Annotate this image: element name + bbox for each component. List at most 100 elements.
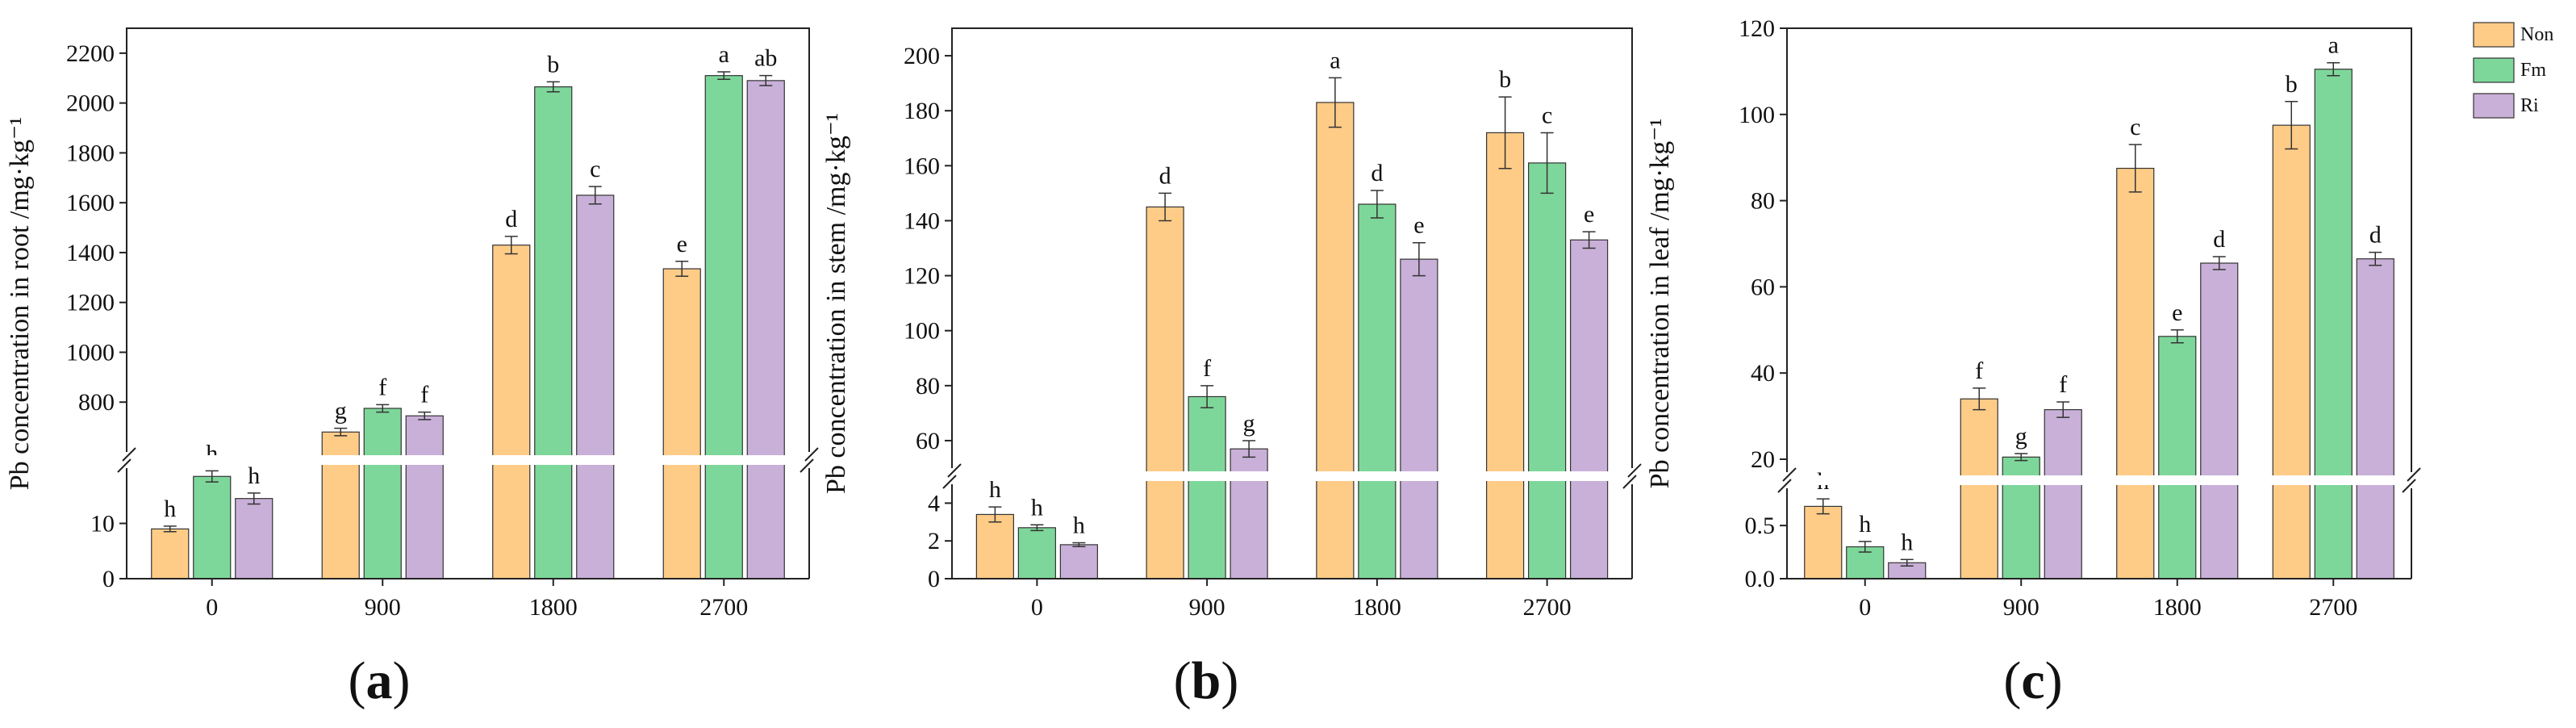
significance-letter: c (2130, 114, 2140, 140)
significance-letter: d (1159, 162, 1171, 189)
bar-ri-1800 (576, 195, 615, 579)
panel-label: (a) (349, 651, 411, 710)
x-tick-label: 2700 (1523, 594, 1572, 621)
axis-break-mark-left (117, 447, 136, 473)
error-bar-non-1800 (504, 236, 518, 255)
axis-break-mark-right (2402, 467, 2421, 493)
panel-label-close: ) (1221, 651, 1238, 710)
error-bar-fm-1800 (2170, 329, 2184, 344)
bar-non-1800 (492, 245, 531, 579)
plot-frame (951, 27, 1633, 579)
significance-letter: d (1371, 160, 1383, 186)
panel-label-letter: c (2021, 651, 2044, 710)
bar-non-2700 (2272, 124, 2311, 579)
error-bar-fm-900 (2014, 453, 2028, 462)
bar-non-900 (1146, 206, 1184, 579)
bar-fm-1800 (2158, 336, 2197, 579)
y-tick-label: 200 (904, 43, 940, 69)
significance-letter: e (1584, 201, 1594, 228)
error-bar-non-0 (163, 525, 177, 533)
legend-swatch-fm (2473, 57, 2515, 83)
x-tick-label: 2700 (2309, 594, 2357, 621)
axis-break-band (1788, 475, 2411, 485)
bar-non-0 (975, 513, 1014, 579)
error-bar-ri-2700 (1582, 231, 1596, 249)
significance-letter: g (2015, 423, 2027, 450)
significance-letter: h (1859, 511, 1871, 538)
x-tick-label: 900 (1189, 594, 1225, 621)
y-tick-label: 60 (1751, 274, 1775, 300)
error-bar-non-2700 (1498, 96, 1512, 169)
error-bar-ri-2700 (759, 74, 773, 86)
panel-label-letter: b (1192, 651, 1221, 710)
error-bar-fm-2700 (2327, 61, 2340, 77)
x-tick-label: 0 (206, 594, 218, 621)
error-bar-ri-2700 (2369, 251, 2382, 266)
x-tick-label: 0 (1031, 594, 1043, 621)
panel-label-close: ) (2045, 651, 2063, 710)
bar-ri-2700 (746, 80, 785, 579)
significance-letter: c (1542, 102, 1552, 128)
bar-fm-0 (193, 475, 232, 579)
axis-break-mark-left (942, 463, 962, 489)
significance-letter: h (164, 496, 176, 522)
error-bar-ri-900 (418, 411, 432, 420)
error-bar-fm-900 (1200, 385, 1214, 408)
error-bar-non-900 (1159, 192, 1172, 222)
error-bar-fm-900 (376, 404, 390, 413)
significance-letter: f (1975, 358, 1983, 384)
y-tick-label: 2000 (66, 90, 115, 117)
y-tick-label: 80 (916, 373, 940, 400)
axis-break-mark-right (800, 447, 819, 473)
bar-fm-900 (2002, 456, 2040, 579)
chart-panel-b: h d a b h f d c h g e e 0 2 4 60 80 100 120 140 160 180 200 0 90… (821, 27, 1642, 710)
significance-letter: h (1901, 529, 1913, 555)
significance-letter: f (1203, 355, 1211, 382)
bar-ri-900 (405, 415, 444, 579)
y-tick-label: 4 (928, 490, 940, 517)
y-tick-label: 0 (102, 566, 115, 592)
bar-non-2700 (1486, 132, 1525, 579)
error-bar-fm-0 (1030, 524, 1044, 532)
y-tick-label: 0.0 (1745, 566, 1776, 592)
bar-non-1800 (1316, 102, 1355, 579)
significance-letter: f (420, 382, 428, 408)
y-tick-label: 120 (904, 263, 940, 290)
y-axis-title: Pb concentration in stem /mg·kg⁻¹ (821, 113, 851, 494)
y-axis-title: Pb concentration in leaf /mg·kg⁻¹ (1645, 119, 1675, 489)
significance-letter: ab (754, 45, 777, 72)
bar-fm-1800 (534, 86, 573, 579)
y-tick-label: 1800 (66, 140, 115, 166)
error-bar-fm-2700 (1540, 132, 1554, 195)
x-tick-label: 1800 (2153, 594, 2202, 621)
panel-label-close: ) (393, 651, 411, 710)
y-tick-label: 0 (928, 566, 940, 592)
bar-ri-1800 (1400, 258, 1438, 579)
significance-letter: d (505, 206, 517, 232)
panel-label-open: ( (349, 651, 366, 710)
error-bar-ri-900 (1242, 440, 1256, 458)
legend-label-ri: Ri (2520, 95, 2539, 116)
bar-ri-0 (235, 498, 273, 579)
bar-ri-0 (1059, 544, 1098, 579)
significance-letter: h (1073, 513, 1085, 539)
bar-fm-900 (363, 408, 402, 579)
error-bar-fm-2700 (717, 71, 731, 81)
significance-letter: f (378, 374, 386, 400)
error-bar-non-0 (1816, 498, 1830, 515)
axis-break-band (127, 455, 808, 465)
y-tick-label: 100 (1739, 102, 1775, 128)
error-bar-fm-1800 (546, 81, 560, 93)
significance-letter: g (1243, 410, 1255, 437)
significance-letter: g (335, 398, 347, 425)
significance-letter: h (989, 476, 1001, 503)
panel-label-open: ( (1174, 651, 1192, 710)
chart-panel-c: hfcbhgeahfdd0.00.52040608010012009001800… (1645, 15, 2421, 710)
bar-non-0 (1804, 505, 1843, 579)
error-bar-non-1800 (2128, 144, 2142, 193)
significance-letter: a (719, 41, 729, 68)
significance-letter: a (1330, 47, 1340, 73)
y-tick-label: 2200 (66, 40, 115, 67)
bar-fm-0 (1017, 527, 1056, 579)
bar-non-900 (1960, 398, 1998, 579)
